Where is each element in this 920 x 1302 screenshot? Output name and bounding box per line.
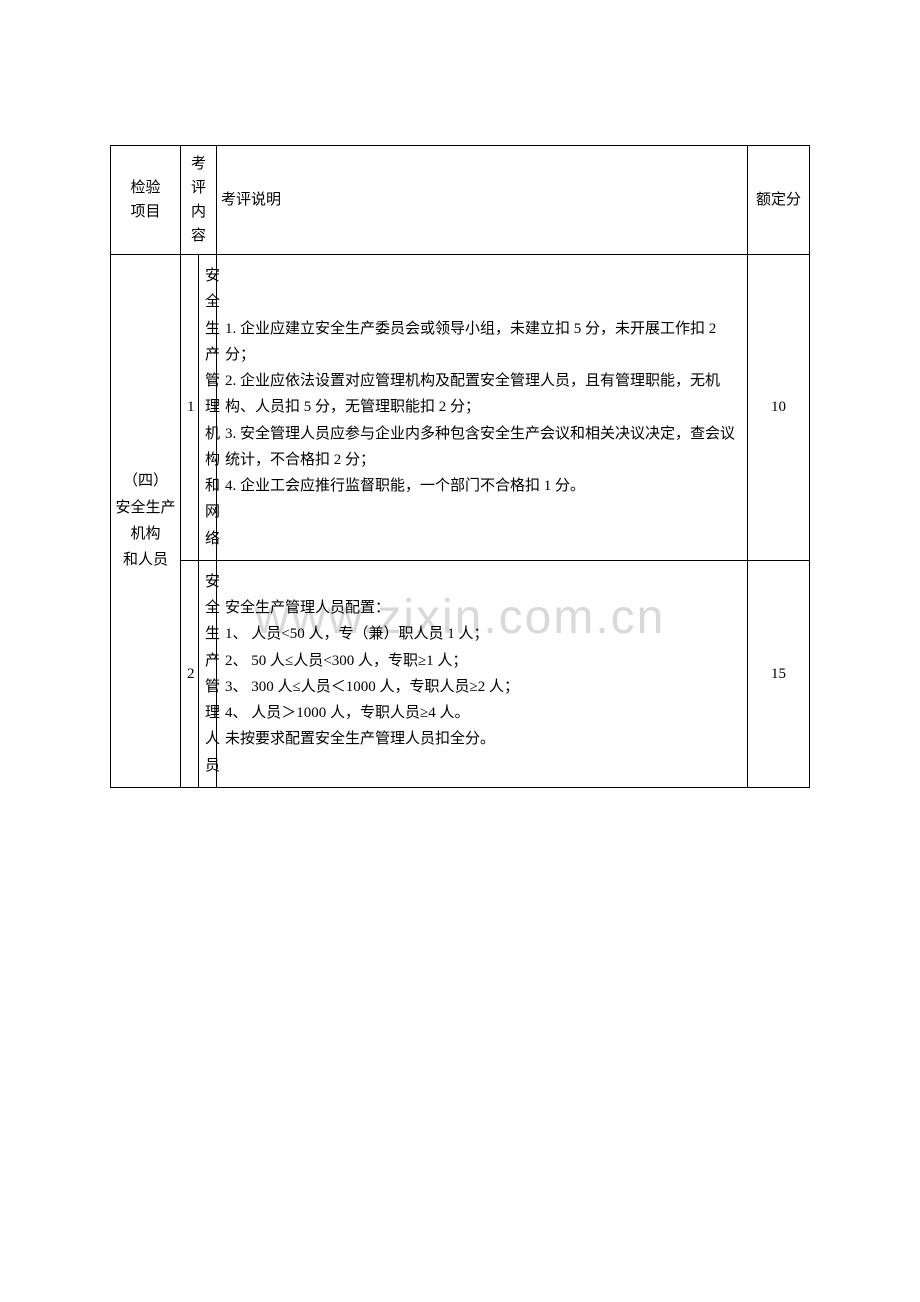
header-content: 考评内容	[181, 146, 217, 255]
row-num: 2	[181, 560, 199, 787]
header-category: 检验 项目	[111, 146, 181, 255]
row-content: 安全生产管理人员	[199, 560, 217, 787]
row-score: 15	[748, 560, 810, 787]
header-description: 考评说明	[217, 146, 748, 255]
row-description: 1. 企业应建立安全生产委员会或领导小组，未建立扣 5 分，未开展工作扣 2 分…	[217, 255, 748, 561]
row-content: 安全生产管理机构和网络	[199, 255, 217, 561]
row-score: 10	[748, 255, 810, 561]
evaluation-table: 检验 项目 考评内容 考评说明 额定分 （四） 安全生产 机构 和人员 1 安全…	[110, 145, 810, 788]
table-row: （四） 安全生产 机构 和人员 1 安全生产管理机构和网络 1. 企业应建立安全…	[111, 255, 810, 561]
row-description: 安全生产管理人员配置： 1、 人员<50 人，专（兼）职人员 1 人； 2、 5…	[217, 560, 748, 787]
table-header-row: 检验 项目 考评内容 考评说明 额定分	[111, 146, 810, 255]
page-container: 检验 项目 考评内容 考评说明 额定分 （四） 安全生产 机构 和人员 1 安全…	[0, 0, 920, 788]
category-cell: （四） 安全生产 机构 和人员	[111, 255, 181, 788]
table-row: 2 安全生产管理人员 安全生产管理人员配置： 1、 人员<50 人，专（兼）职人…	[111, 560, 810, 787]
row-num: 1	[181, 255, 199, 561]
header-score: 额定分	[748, 146, 810, 255]
